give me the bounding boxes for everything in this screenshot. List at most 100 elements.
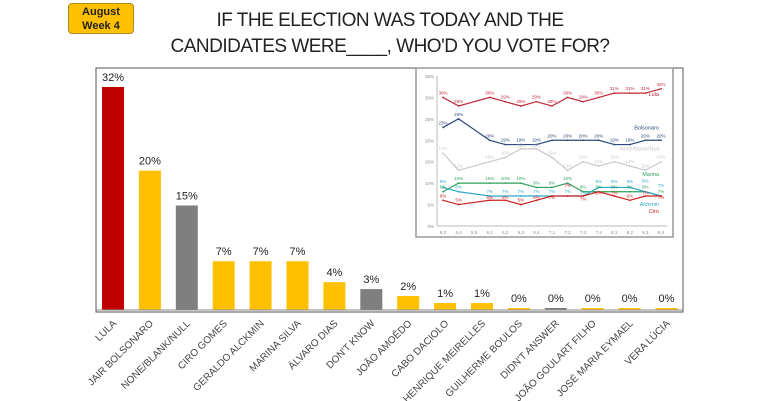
- inset-point: [597, 190, 600, 193]
- inset-point: [644, 92, 647, 95]
- bar: [434, 303, 457, 310]
- inset-point: [566, 96, 569, 99]
- inset-point: [660, 87, 662, 90]
- inset-point-label: 7%: [502, 189, 509, 194]
- inset-x-tick: 6,1: [487, 230, 494, 235]
- inset-point: [597, 96, 600, 99]
- inset-point-label: 13%: [563, 163, 572, 168]
- inset-point-label: 8%: [595, 185, 602, 190]
- inset-point-label: 10%: [485, 176, 494, 181]
- inset-point-label: 15%: [579, 155, 588, 160]
- inset-point: [488, 182, 491, 185]
- inset-x-tick: 8,3: [642, 230, 649, 235]
- inset-series-line: [442, 88, 662, 107]
- inset-point: [519, 105, 522, 107]
- inset-point: [613, 160, 616, 163]
- inset-x-tick: 8,1: [611, 230, 618, 235]
- inset-point-label: 10%: [501, 176, 510, 181]
- inset-point-label: 18%: [532, 143, 541, 148]
- inset-point: [535, 186, 538, 189]
- inset-point-label: 20%: [547, 133, 556, 138]
- inset-point: [597, 165, 600, 167]
- inset-series-line: [442, 191, 661, 206]
- inset-point: [488, 96, 491, 99]
- bar: [138, 170, 161, 310]
- data-label: 2%: [400, 281, 416, 293]
- inset-point-label: 7%: [658, 183, 665, 188]
- inset-series-name: Alckmin: [640, 202, 659, 208]
- inset-x-tick: 6,4: [533, 230, 540, 235]
- bar: [618, 308, 641, 310]
- inset-point-label: 7%: [658, 195, 665, 200]
- inset-point: [504, 100, 507, 103]
- inset-point-label: 7%: [580, 197, 587, 202]
- inset-point-label: 29%: [501, 95, 510, 100]
- bar: [323, 282, 346, 310]
- inset-point-label: 6%: [440, 193, 447, 198]
- inset-point: [488, 160, 491, 163]
- inset-point-label: 16%: [547, 150, 556, 155]
- inset-point-label: 31%: [641, 86, 650, 91]
- inset-point: [644, 195, 647, 197]
- inset-series-line: [442, 148, 662, 172]
- inset-point-label: 28%: [547, 99, 556, 104]
- inset-point: [582, 139, 585, 142]
- title-line-2: CANDIDATES WERE____, WHO'D YOU VOTE FOR?: [170, 36, 610, 57]
- inset-point: [566, 182, 569, 185]
- inset-point: [519, 143, 522, 146]
- bar: [249, 261, 272, 310]
- inset-point-label: 10%: [516, 176, 525, 181]
- inset-point-label: 8%: [642, 179, 649, 184]
- inset-point-label: 8%: [595, 191, 602, 196]
- inset-point-label: 16%: [501, 150, 510, 155]
- inset-point-label: 8%: [440, 185, 447, 190]
- inset-point: [504, 143, 507, 146]
- inset-point-label: 9%: [533, 180, 540, 185]
- inset-point-label: 15%: [610, 155, 619, 160]
- inset-point: [457, 182, 460, 185]
- inset-point-label: 29%: [579, 95, 588, 100]
- inset-point-label: 20%: [641, 133, 650, 138]
- inset-x-tick: 6,3: [518, 230, 525, 235]
- inset-point: [457, 169, 460, 172]
- inset-x-tick: 8,4: [658, 230, 665, 235]
- data-label: 20%: [139, 156, 161, 168]
- inset-point-label: 7%: [611, 191, 618, 196]
- inset-point-label: 20%: [563, 133, 572, 138]
- inset-point-label: 20%: [579, 133, 588, 138]
- inset-point: [442, 126, 444, 129]
- inset-point: [628, 186, 631, 189]
- inset-point: [628, 92, 631, 95]
- inset-point: [628, 143, 631, 146]
- inset-series-name: Ciro: [649, 209, 659, 215]
- inset-point-label: 6%: [486, 195, 493, 200]
- inset-point: [535, 195, 538, 197]
- inset-point: [644, 139, 647, 142]
- category-label: LULA: [94, 318, 120, 344]
- inset-point: [442, 190, 444, 193]
- inset-point-label: 20%: [485, 133, 494, 138]
- inset-point-label: 7%: [580, 191, 587, 196]
- data-label: 1%: [474, 288, 490, 300]
- inset-point: [535, 147, 538, 150]
- inset-point: [457, 105, 460, 107]
- inset-point: [488, 195, 491, 197]
- data-label: 15%: [176, 190, 198, 202]
- inset-point: [551, 195, 553, 197]
- bar: [544, 308, 567, 310]
- bar: [581, 308, 604, 310]
- data-label: 7%: [290, 246, 306, 258]
- inset-point-label: 6%: [627, 193, 634, 198]
- inset-point-label: 20%: [656, 133, 665, 138]
- inset-point-label: 19%: [532, 138, 541, 143]
- inset-point: [442, 96, 444, 99]
- inset-point-label: 7%: [518, 189, 525, 194]
- inset-point-label: 9%: [611, 179, 618, 184]
- inset-point-label: 8%: [455, 185, 462, 190]
- inset-point-label: 8%: [627, 185, 634, 190]
- inset-series-line: [442, 182, 662, 197]
- inset-point-label: 20%: [594, 133, 603, 138]
- inset-point: [551, 105, 553, 107]
- inset-y-tick: 30%: [425, 95, 434, 100]
